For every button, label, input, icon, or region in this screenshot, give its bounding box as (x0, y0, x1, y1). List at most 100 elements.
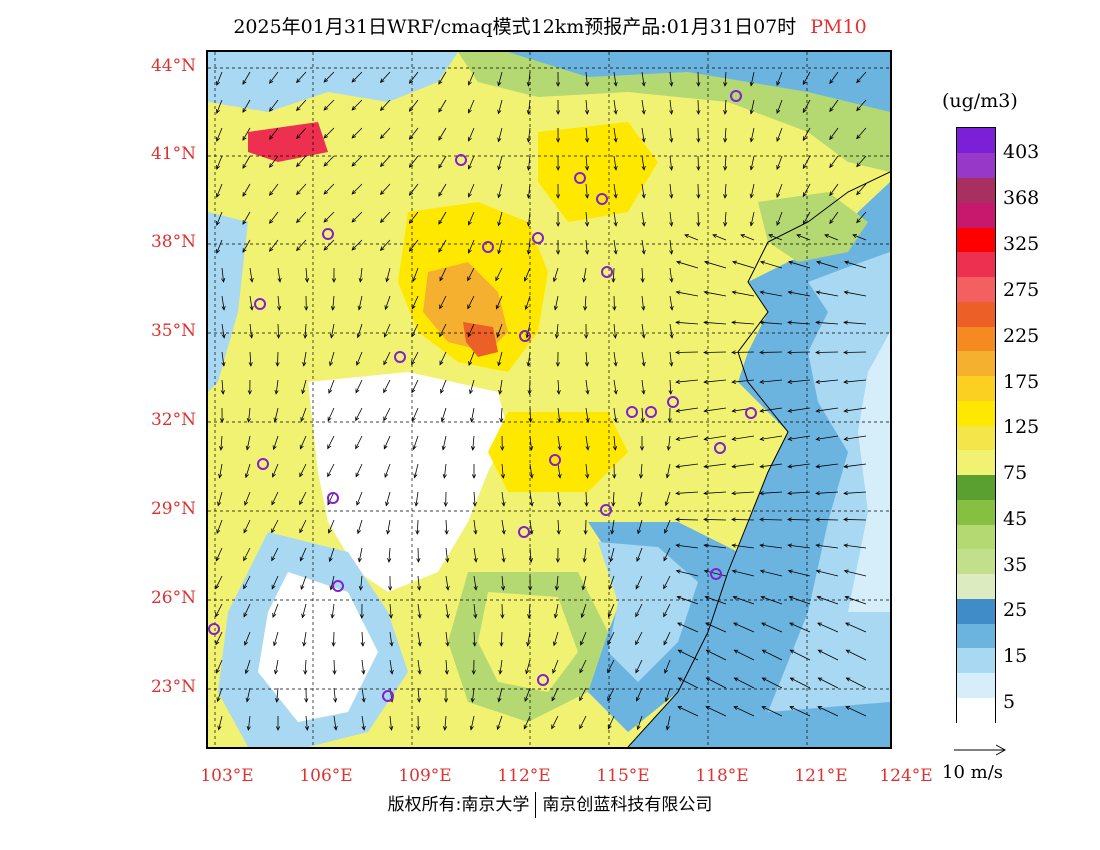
wind-arrow-icon (529, 379, 531, 395)
wind-arrow-head-icon (497, 109, 502, 115)
station-marker-icon[interactable] (518, 526, 530, 538)
station-marker-icon[interactable] (549, 454, 561, 466)
station-marker-icon[interactable] (626, 406, 638, 418)
station-marker-icon[interactable] (600, 504, 612, 516)
wind-arrow-icon (676, 291, 699, 297)
wind-arrow-icon (816, 491, 839, 494)
station-marker-icon[interactable] (730, 90, 742, 102)
wind-arrow-head-icon (731, 290, 737, 295)
wind-arrow-icon (497, 715, 503, 730)
wind-arrow-head-icon (843, 408, 849, 413)
wind-arrow-head-icon (413, 473, 418, 479)
wind-arrow-head-icon (815, 408, 821, 413)
wind-arrow-head-icon (787, 290, 793, 295)
lon-label-112: 112°E (497, 766, 551, 786)
wind-arrow-icon (468, 155, 475, 170)
wind-arrow-head-icon (384, 473, 389, 478)
station-marker-icon[interactable] (574, 172, 586, 184)
wind-arrow-icon (529, 435, 532, 450)
wind-arrow-head-icon (675, 350, 680, 355)
wind-arrow-head-icon (579, 668, 584, 674)
station-marker-icon[interactable] (332, 580, 344, 592)
station-marker-icon[interactable] (482, 241, 494, 253)
wind-arrow-head-icon (856, 162, 861, 168)
wind-arrow-icon (333, 687, 336, 702)
wind-arrow-head-icon (829, 163, 834, 169)
colorbar-segment (957, 301, 995, 327)
wind-arrow-head-icon (527, 390, 532, 395)
wind-arrow-head-icon (221, 305, 226, 311)
wind-arrow-icon (471, 687, 475, 702)
wind-arrow-head-icon (668, 390, 673, 395)
wind-arrow-head-icon (247, 390, 252, 395)
wind-arrow-head-icon (552, 277, 557, 283)
wind-arrow-head-icon (788, 595, 794, 600)
wind-arrow-icon (724, 183, 727, 198)
copyright-left: 版权所有:南京大学 (387, 795, 530, 815)
wind-arrow-icon (553, 631, 559, 646)
wind-arrow-head-icon (216, 192, 220, 198)
station-marker-icon[interactable] (208, 623, 220, 635)
wind-arrow-head-icon (669, 305, 674, 311)
station-marker-icon[interactable] (714, 442, 726, 454)
wind-arrow-head-icon (467, 108, 472, 114)
map-panel[interactable] (206, 50, 892, 749)
wind-arrow-head-icon (526, 249, 531, 255)
station-marker-icon[interactable] (327, 492, 339, 504)
central-low-area (308, 372, 508, 592)
station-marker-icon[interactable] (710, 568, 722, 580)
wind-arrow-icon (704, 544, 727, 549)
wind-arrow-head-icon (526, 361, 531, 367)
lon-label-115: 115°E (596, 766, 650, 786)
wind-arrow-head-icon (843, 464, 849, 469)
wind-arrow-head-icon (815, 436, 821, 441)
wind-arrow-head-icon (379, 78, 385, 84)
wind-arrow-icon (327, 435, 335, 449)
station-marker-icon[interactable] (254, 298, 266, 310)
station-marker-icon[interactable] (394, 351, 406, 363)
wind-arrow-icon (412, 407, 419, 422)
wind-arrow-icon (323, 183, 335, 195)
wind-arrow-icon (331, 603, 335, 618)
station-marker-icon[interactable] (596, 193, 608, 205)
wind-arrow-head-icon (669, 249, 674, 255)
wind-arrow-head-icon (669, 277, 674, 283)
wind-arrow-head-icon (242, 164, 247, 169)
wind-arrow-icon (498, 99, 503, 114)
station-marker-icon[interactable] (519, 330, 531, 342)
wind-arrow-head-icon (467, 80, 472, 86)
station-marker-icon[interactable] (322, 228, 334, 240)
wind-arrow-head-icon (411, 388, 416, 394)
station-marker-icon[interactable] (645, 406, 657, 418)
wind-arrow-head-icon (585, 474, 590, 479)
wind-arrow-head-icon (584, 194, 590, 199)
wind-arrow-icon (704, 407, 727, 412)
wind-arrow-icon (277, 323, 280, 339)
copyright-right: 南京创蓝科技有限公司 (542, 795, 713, 815)
wind-arrow-icon (473, 519, 477, 534)
wind-arrow-icon (296, 183, 307, 195)
wind-arrow-icon (356, 491, 363, 506)
wind-arrow-icon (299, 463, 307, 477)
station-marker-icon[interactable] (257, 458, 269, 470)
station-marker-icon[interactable] (532, 232, 544, 244)
station-marker-icon[interactable] (455, 154, 467, 166)
wind-arrow-head-icon (331, 278, 337, 283)
wind-arrow-head-icon (296, 246, 301, 252)
wind-arrow-icon (678, 649, 699, 661)
wind-arrow-icon (677, 706, 699, 717)
colorbar-label-5: 5 (1003, 691, 1016, 713)
wind-arrow-icon (768, 234, 783, 241)
station-marker-icon[interactable] (601, 266, 613, 278)
wind-arrow-head-icon (473, 557, 478, 563)
station-marker-icon[interactable] (537, 674, 549, 686)
wind-arrow-icon (760, 491, 783, 494)
station-marker-icon[interactable] (745, 407, 757, 419)
wind-arrow-icon (776, 71, 783, 86)
wind-arrow-icon (817, 706, 839, 717)
wind-arrow-icon (216, 659, 223, 674)
station-marker-icon[interactable] (382, 690, 394, 702)
wind-arrow-head-icon (802, 80, 807, 86)
wind-arrow-head-icon (328, 528, 332, 534)
station-marker-icon[interactable] (667, 396, 679, 408)
